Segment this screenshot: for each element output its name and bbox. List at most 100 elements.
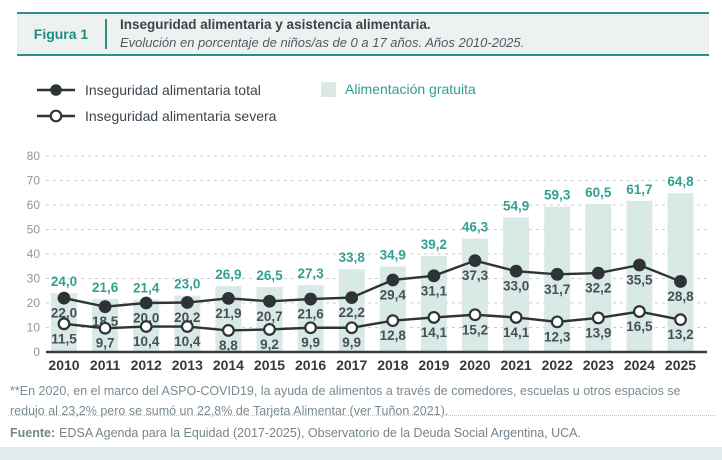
marker-total: [633, 258, 646, 272]
x-axis-year-label: 2011: [90, 357, 121, 373]
marker-total: [57, 291, 71, 305]
legend-gratuita-label: Alimentación gratuita: [345, 81, 476, 97]
total-value-label: 29,4: [380, 287, 407, 302]
total-value-label: 37,3: [462, 268, 489, 283]
marker-severa: [509, 311, 523, 324]
y-axis-tick-label: 70: [27, 174, 41, 188]
y-axis-tick-label: 50: [27, 223, 41, 237]
total-value-label: 35,5: [626, 273, 653, 288]
x-axis-year-label: 2020: [459, 357, 490, 373]
total-value-label: 22,0: [51, 306, 77, 321]
marker-severa: [221, 324, 235, 337]
severa-value-label: 9,9: [342, 335, 361, 350]
marker-severa: [98, 321, 112, 335]
marker-severa: [633, 305, 646, 318]
severa-value-label: 16,5: [626, 319, 653, 334]
total-value-label: 20,0: [133, 311, 159, 326]
bar: [338, 269, 365, 352]
bar-swatch-icon: [321, 81, 336, 97]
severa-value-label: 9,2: [260, 337, 279, 352]
legend-total-label: Inseguridad alimentaria total: [85, 82, 261, 98]
x-axis-year-label: 2022: [542, 357, 573, 373]
line-filled-marker-icon: [37, 84, 75, 96]
chart-svg: 0 10 20 30 40 50 60 70 80 24,0 21,6 21,4 23,0 26,9 26,…: [27, 149, 707, 373]
y-axis-tick-label: 60: [27, 198, 41, 212]
bottom-strip: [0, 447, 722, 460]
x-axis-year-label: 2014: [213, 357, 244, 373]
marker-total: [304, 292, 318, 306]
marker-severa: [591, 311, 605, 325]
x-axis-year-label: 2018: [377, 357, 408, 373]
severa-value-label: 12,8: [380, 328, 407, 343]
marker-severa: [180, 320, 194, 333]
legend-item-gratuita: Alimentación gratuita: [321, 81, 476, 97]
marker-severa: [427, 311, 441, 324]
bar-value-label: 64,8: [667, 174, 694, 189]
total-value-label: 32,2: [585, 281, 611, 296]
severa-value-label: 12,3: [544, 329, 571, 344]
total-value-label: 31,1: [421, 283, 448, 298]
x-axis-year-label: 2013: [172, 357, 203, 373]
legend-item-severa: Inseguridad alimentaria severa: [36, 108, 276, 124]
marker-total: [221, 291, 235, 305]
figure-header: Figura 1 Inseguridad alimentaria y asist…: [17, 12, 709, 56]
bar-value-label: 27,3: [297, 266, 324, 281]
header-titles: Inseguridad alimentaria y asistencia ali…: [107, 14, 524, 54]
bar-value-label: 59,3: [544, 188, 571, 203]
marker-total: [427, 269, 441, 283]
marker-severa: [674, 313, 687, 327]
y-axis-tick-label: 30: [27, 272, 41, 286]
total-value-label: 22,2: [339, 305, 365, 320]
marker-total: [98, 300, 112, 314]
marker-severa: [263, 323, 276, 336]
y-axis-tick-label: 80: [27, 149, 41, 163]
total-value-label: 18,5: [92, 314, 119, 329]
footnote-text: **En 2020, en el marco del ASPO-COVID19,…: [10, 384, 681, 418]
header-divider: [105, 19, 107, 49]
marker-severa: [139, 320, 153, 333]
total-value-label: 33,0: [503, 279, 529, 294]
figure-number-label: Figura 1: [33, 26, 89, 42]
marker-total: [139, 296, 153, 310]
severa-value-label: 15,2: [462, 322, 488, 337]
marker-severa: [345, 321, 359, 335]
bar-value-label: 39,2: [421, 237, 447, 252]
x-axis-year-label: 2025: [665, 357, 696, 373]
bar-value-label: 21,4: [133, 281, 160, 296]
marker-severa: [468, 308, 482, 322]
x-axis-year-label: 2023: [583, 357, 614, 373]
total-value-label: 21,9: [215, 306, 241, 321]
marker-total: [345, 291, 359, 305]
bar-value-label: 33,8: [339, 250, 366, 265]
total-value-label: 21,6: [297, 307, 324, 322]
x-axis-year-label: 2015: [254, 357, 285, 373]
severa-value-label: 14,1: [421, 325, 448, 340]
total-value-label: 28,8: [667, 289, 694, 304]
severa-value-label: 10,4: [174, 334, 201, 349]
marker-total: [468, 254, 482, 268]
figure-subtitle: Evolución en porcentaje de niños/as de 0…: [120, 35, 525, 51]
figure-title: Inseguridad alimentaria y asistencia ali…: [120, 17, 431, 33]
severa-value-label: 10,4: [133, 334, 160, 349]
bar-value-label: 26,5: [256, 268, 283, 283]
marker-severa: [386, 314, 400, 328]
bar-value-label: 23,0: [174, 277, 200, 292]
severa-value-label: 8,8: [219, 338, 238, 353]
severa-value-label: 13,2: [667, 327, 693, 342]
source-label: Fuente:: [10, 426, 56, 440]
x-axis-year-label: 2010: [48, 357, 79, 373]
marker-severa: [304, 321, 318, 335]
line-total: [63, 259, 681, 308]
source-line: Fuente: EDSA Agenda para la Equidad (2017…: [10, 426, 716, 440]
marker-total: [591, 266, 605, 280]
y-axis-tick-label: 0: [33, 345, 40, 359]
total-value-label: 20,2: [174, 310, 200, 325]
legend-item-total: Inseguridad alimentaria total: [36, 82, 261, 98]
severa-value-label: 9,7: [96, 336, 115, 351]
severa-value-label: 13,9: [585, 325, 611, 340]
x-axis-year-label: 2012: [131, 357, 162, 373]
bar-value-label: 21,6: [92, 280, 119, 295]
bar: [503, 217, 530, 352]
marker-severa: [57, 317, 71, 331]
